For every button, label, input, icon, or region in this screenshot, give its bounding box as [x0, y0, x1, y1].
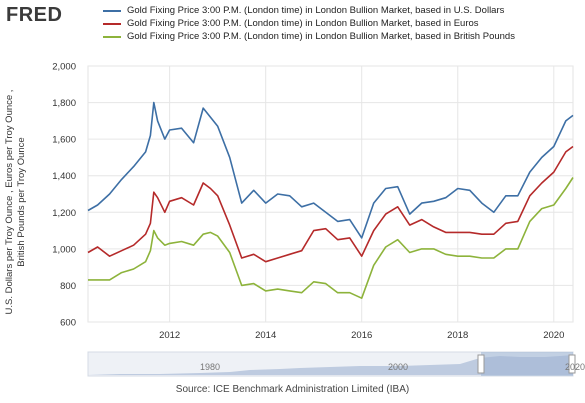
legend-label-eur: Gold Fixing Price 3:00 P.M. (London time… — [127, 18, 479, 30]
source-note: Source: ICE Benchmark Administration Lim… — [175, 384, 410, 395]
navigator-left-handle[interactable] — [477, 354, 485, 374]
x-tick-label: 2016 — [351, 330, 372, 341]
navigator-selection[interactable] — [481, 352, 573, 376]
legend-label-usd: Gold Fixing Price 3:00 P.M. (London time… — [127, 5, 505, 16]
y-tick-label: 2,000 — [52, 62, 76, 73]
navigator-label-2000: 2000 — [388, 362, 408, 372]
fred-logo: FRED — [6, 4, 63, 26]
legend-item-usd[interactable]: Gold Fixing Price 3:00 P.M. (London time… — [103, 4, 515, 17]
x-tick-label: 2020 — [543, 330, 564, 341]
legend-swatch-eur — [103, 22, 121, 25]
y-tick-label: 600 — [60, 318, 76, 329]
navigator-right-handle[interactable] — [568, 354, 576, 374]
y-tick-label: 1,800 — [52, 98, 76, 109]
legend: Gold Fixing Price 3:00 P.M. (London time… — [103, 4, 515, 44]
legend-label-gbp: Gold Fixing Price 3:00 P.M. (London time… — [127, 31, 515, 43]
navigator-area — [88, 355, 573, 375]
series-line-usd — [87, 101, 574, 239]
legend-swatch-usd — [103, 9, 121, 12]
x-tick-label: 2018 — [447, 330, 468, 341]
x-tick-labels: 2012 2014 2016 2018 2020 — [159, 330, 564, 341]
y-tick-label: 1,400 — [52, 171, 76, 182]
navigator-label-2020: 2020 — [565, 362, 585, 372]
y-tick-labels: 600 800 1,000 1,200 1,400 1,600 1,800 2,000 — [52, 62, 76, 329]
y-tick-label: 1,600 — [52, 135, 76, 146]
y-tick-label: 1,000 — [52, 244, 76, 255]
x-tick-label: 2014 — [255, 330, 276, 341]
legend-item-gbp[interactable]: Gold Fixing Price 3:00 P.M. (London time… — [103, 30, 515, 43]
series-line-eur — [87, 145, 574, 263]
series-line-gbp — [88, 177, 574, 300]
y-tick-label: 1,200 — [52, 208, 76, 219]
x-tick-label: 2012 — [159, 330, 180, 341]
series-lines — [87, 101, 574, 300]
plot-frame — [87, 65, 574, 323]
navigator-label-1980: 1980 — [200, 362, 220, 372]
legend-swatch-gbp — [103, 36, 121, 38]
legend-item-eur[interactable]: Gold Fixing Price 3:00 P.M. (London time… — [103, 17, 515, 30]
range-navigator[interactable]: 1980 2000 2020 — [87, 351, 585, 377]
y-tick-label: 800 — [60, 281, 76, 292]
grid-lines — [87, 65, 574, 323]
